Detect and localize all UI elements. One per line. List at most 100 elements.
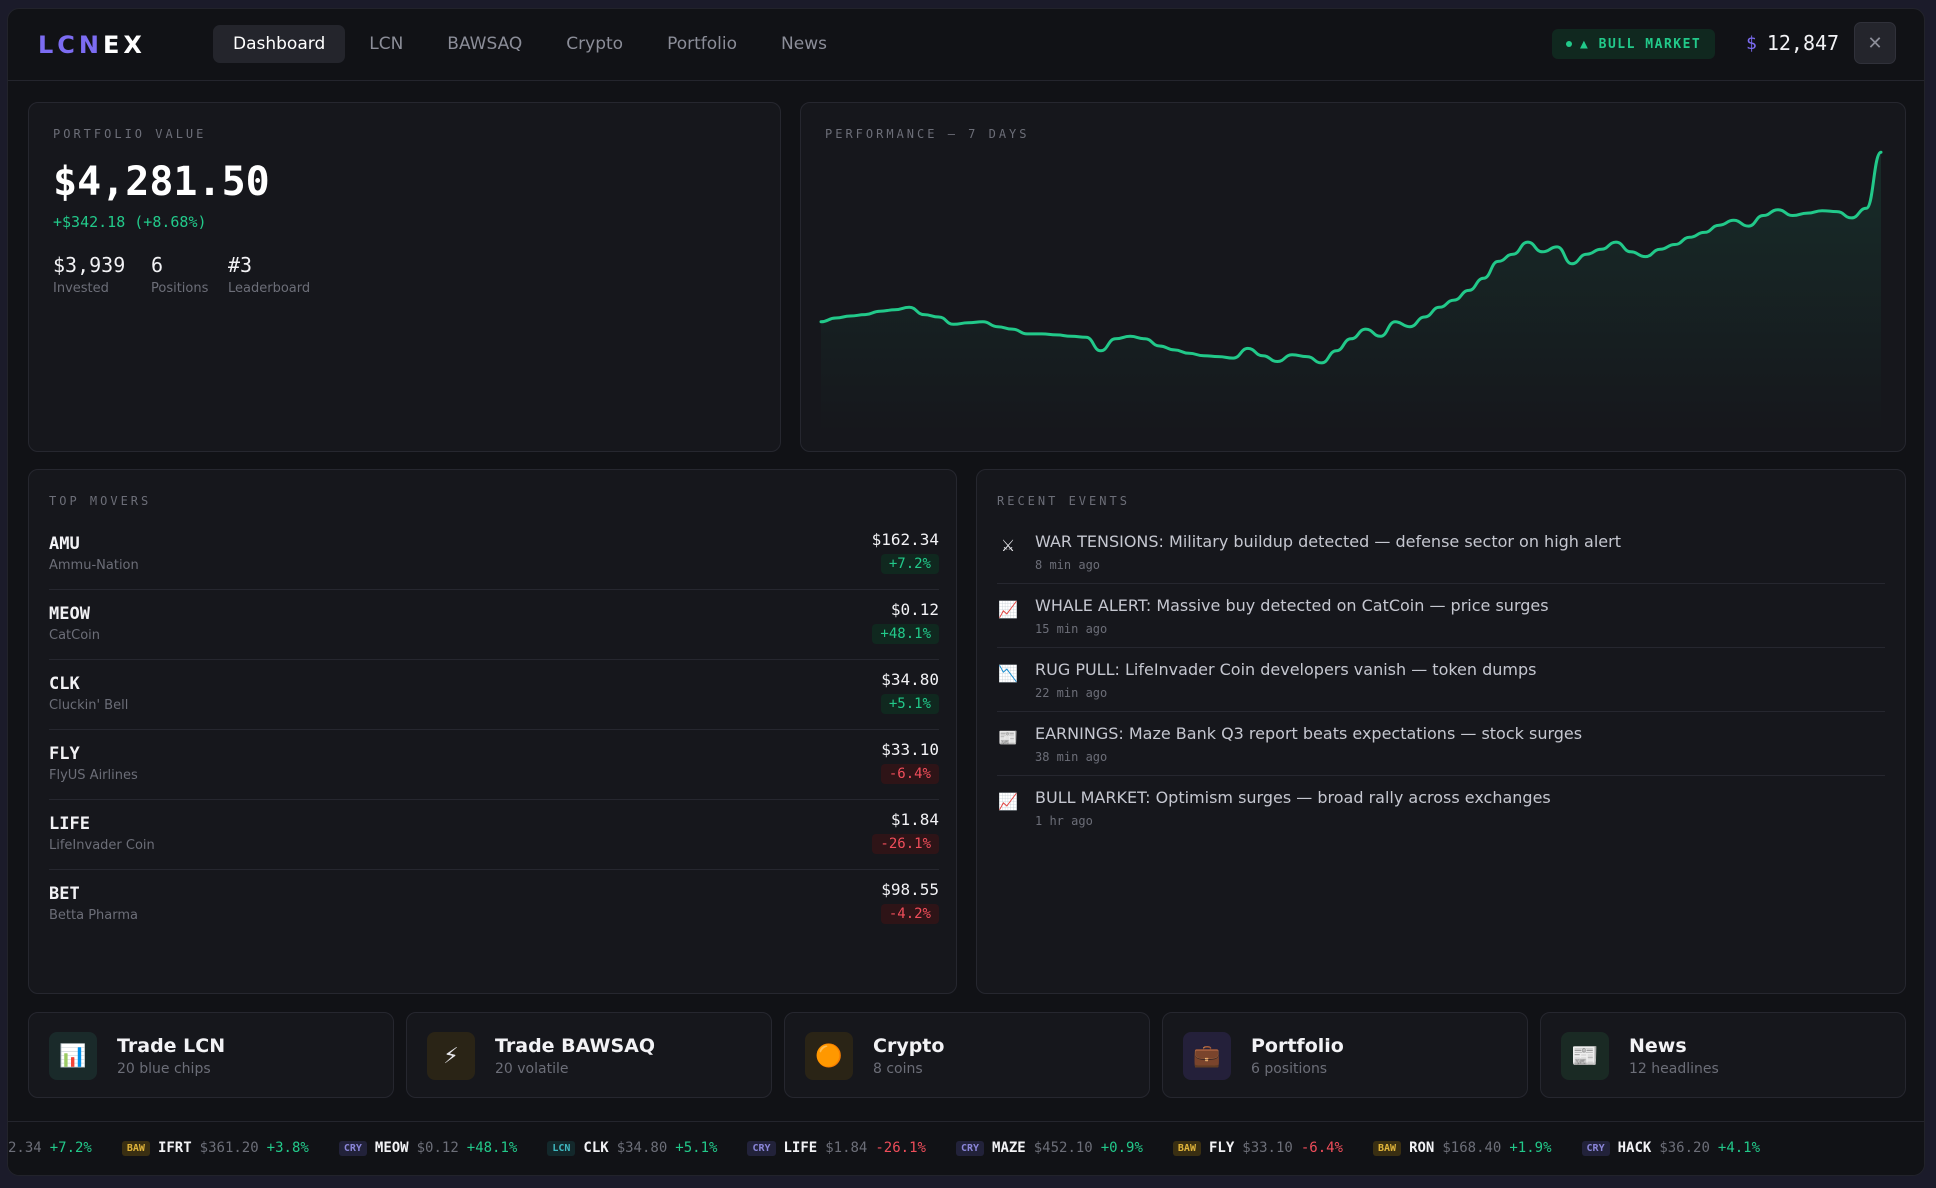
- logo-main: LCN: [38, 31, 103, 59]
- mover-symbol: BET: [49, 884, 80, 904]
- event-time: 22 min ago: [1035, 686, 1108, 700]
- ticker-price: $1.84: [825, 1140, 868, 1156]
- event-item[interactable]: 📈 BULL MARKET: Optimism surges — broad r…: [997, 776, 1885, 840]
- ticker-price: $34.80: [616, 1140, 668, 1156]
- exchange-badge: CRY: [955, 1140, 985, 1156]
- mover-price: $34.80: [881, 670, 939, 689]
- ticker-item[interactable]: CRY MAZE $452.10 +0.9%: [955, 1140, 1143, 1156]
- logo[interactable]: LCNEX: [38, 31, 146, 59]
- event-item[interactable]: 📰 EARNINGS: Maze Bank Q3 report beats ex…: [997, 712, 1885, 776]
- mover-row-meow[interactable]: MEOW CatCoin $0.12 +48.1%: [49, 590, 939, 660]
- top-movers-label: TOP MOVERS: [49, 494, 152, 508]
- mover-name: FlyUS Airlines: [49, 768, 138, 783]
- performance-card: PERFORMANCE — 7 DAYS: [800, 102, 1906, 452]
- exchange-badge: CRY: [338, 1140, 367, 1156]
- chart-up-icon: 📈: [998, 599, 1018, 619]
- portfolio-card[interactable]: 💼 Portfolio 6 positions: [1162, 1012, 1528, 1098]
- tab-dashboard[interactable]: Dashboard: [213, 25, 346, 63]
- ticker-symbol: LIFE: [783, 1140, 818, 1156]
- mover-change: +48.1%: [872, 624, 939, 644]
- ticker-symbol: IFRT: [157, 1140, 192, 1156]
- mover-price: $1.84: [890, 810, 939, 829]
- news-card[interactable]: 📰 News 12 headlines: [1540, 1012, 1906, 1098]
- portfolio-value: $4,281.50: [53, 159, 270, 205]
- performance-area: [821, 152, 1881, 433]
- mover-name: LifeInvader Coin: [49, 838, 155, 853]
- ticker-change: -26.1%: [875, 1140, 926, 1156]
- tab-bawsaq[interactable]: BAWSAQ: [447, 34, 523, 54]
- quick-subtitle: 20 blue chips: [117, 1061, 211, 1077]
- mover-change: -4.2%: [880, 904, 939, 924]
- mover-row-bet[interactable]: BET Betta Pharma $98.55 -4.2%: [49, 870, 939, 940]
- portfolio-value-card: PORTFOLIO VALUE $4,281.50 +$342.18 (+8.6…: [28, 102, 781, 452]
- ticker-item[interactable]: CRY LIFE $1.84 -26.1%: [747, 1140, 926, 1156]
- quick-subtitle: 12 headlines: [1629, 1061, 1719, 1077]
- event-item[interactable]: ⚔ WAR TENSIONS: Military buildup detecte…: [997, 520, 1885, 584]
- market-status-badge: ▲ BULL MARKET: [1552, 29, 1716, 59]
- trade-lcn-card[interactable]: 📊 Trade LCN 20 blue chips: [28, 1012, 394, 1098]
- mover-name: Betta Pharma: [49, 908, 139, 923]
- mover-row-clk[interactable]: CLK Cluckin' Bell $34.80 +5.1%: [49, 660, 939, 730]
- stat-positions: 6 Positions: [151, 253, 208, 296]
- ticker-change: +7.2%: [49, 1140, 92, 1156]
- ticker-change: +0.9%: [1100, 1140, 1143, 1156]
- ticker-symbol: CLK: [583, 1140, 609, 1156]
- event-time: 15 min ago: [1035, 622, 1108, 636]
- mover-change: -26.1%: [872, 834, 939, 854]
- mover-name: Cluckin' Bell: [49, 698, 129, 713]
- ticker-symbol: MEOW: [374, 1140, 409, 1156]
- event-title: WAR TENSIONS: Military buildup detected …: [1035, 532, 1621, 551]
- recent-events-card: RECENT EVENTS ⚔ WAR TENSIONS: Military b…: [976, 469, 1906, 994]
- ticker-price: $452.10: [1033, 1140, 1093, 1156]
- performance-line: [819, 150, 1883, 365]
- quick-title: Portfolio: [1251, 1035, 1344, 1057]
- ticker-item[interactable]: 2.34 +7.2%: [8, 1140, 92, 1156]
- trade-bawsaq-card[interactable]: ⚡ Trade BAWSAQ 20 volatile: [406, 1012, 772, 1098]
- stat-invested-value: $3,939: [53, 253, 126, 277]
- tab-news[interactable]: News: [781, 34, 827, 54]
- tab-lcn[interactable]: LCN: [369, 34, 404, 54]
- event-item[interactable]: 📉 RUG PULL: LifeInvader Coin developers …: [997, 648, 1885, 712]
- lightning-icon: ⚡: [427, 1032, 475, 1080]
- exchange-badge: CRY: [747, 1140, 776, 1156]
- event-title: EARNINGS: Maze Bank Q3 report beats expe…: [1035, 724, 1583, 743]
- briefcase-icon: 💼: [1183, 1032, 1231, 1080]
- cash-value: 12,847: [1766, 31, 1840, 55]
- cash-balance: $ 12,847: [1746, 31, 1839, 55]
- quick-title: Trade LCN: [117, 1035, 226, 1057]
- exchange-badge: BAW: [121, 1140, 150, 1156]
- top-bar: LCNEX Dashboard LCN BAWSAQ Crypto Portfo…: [8, 9, 1924, 81]
- mover-row-fly[interactable]: FLY FlyUS Airlines $33.10 -6.4%: [49, 730, 939, 800]
- mover-name: CatCoin: [49, 628, 101, 643]
- newspaper-icon: 📰: [998, 727, 1018, 747]
- performance-label: PERFORMANCE — 7 DAYS: [825, 127, 1030, 141]
- tab-crypto[interactable]: Crypto: [566, 34, 624, 54]
- coin-icon: 🟠: [805, 1032, 853, 1080]
- event-time: 38 min ago: [1035, 750, 1108, 764]
- ticker-item[interactable]: BAW IFRT $361.20 +3.8%: [121, 1140, 309, 1156]
- main-nav: Dashboard LCN BAWSAQ Crypto Portfolio Ne…: [213, 25, 851, 63]
- ticker-item[interactable]: BAW FLY $33.10 -6.4%: [1172, 1140, 1343, 1156]
- ticker-change: +1.9%: [1509, 1140, 1552, 1156]
- ticker-item[interactable]: LCN CLK $34.80 +5.1%: [547, 1140, 717, 1156]
- dollar-icon: $: [1746, 32, 1757, 54]
- quick-subtitle: 20 volatile: [495, 1061, 569, 1077]
- ticker-change: +4.1%: [1717, 1140, 1761, 1156]
- event-item[interactable]: 📈 WHALE ALERT: Massive buy detected on C…: [997, 584, 1885, 648]
- ticker-item[interactable]: CRY HACK $36.20 +4.1%: [1581, 1140, 1761, 1156]
- event-time: 8 min ago: [1035, 558, 1101, 572]
- close-button[interactable]: ✕: [1854, 22, 1896, 64]
- tab-portfolio[interactable]: Portfolio: [667, 34, 738, 54]
- crypto-card[interactable]: 🟠 Crypto 8 coins: [784, 1012, 1150, 1098]
- stat-leaderboard-value: #3: [228, 253, 253, 277]
- chart-up-icon: 📈: [998, 791, 1018, 811]
- ticker-symbol: HACK: [1617, 1140, 1652, 1156]
- ticker-item[interactable]: BAW RON $168.40 +1.9%: [1373, 1140, 1552, 1156]
- exchange-badge: BAW: [1373, 1140, 1402, 1156]
- ticker-track: 2.34 +7.2% BAW IFRT $361.20 +3.8% CRY ME…: [8, 1140, 1790, 1156]
- mover-row-life[interactable]: LIFE LifeInvader Coin $1.84 -26.1%: [49, 800, 939, 870]
- exchange-badge: CRY: [1581, 1140, 1610, 1156]
- ticker-price: $0.12: [416, 1140, 459, 1156]
- ticker-item[interactable]: CRY MEOW $0.12 +48.1%: [338, 1140, 517, 1156]
- mover-row-amu[interactable]: AMU Ammu-Nation $162.34 +7.2%: [49, 520, 939, 590]
